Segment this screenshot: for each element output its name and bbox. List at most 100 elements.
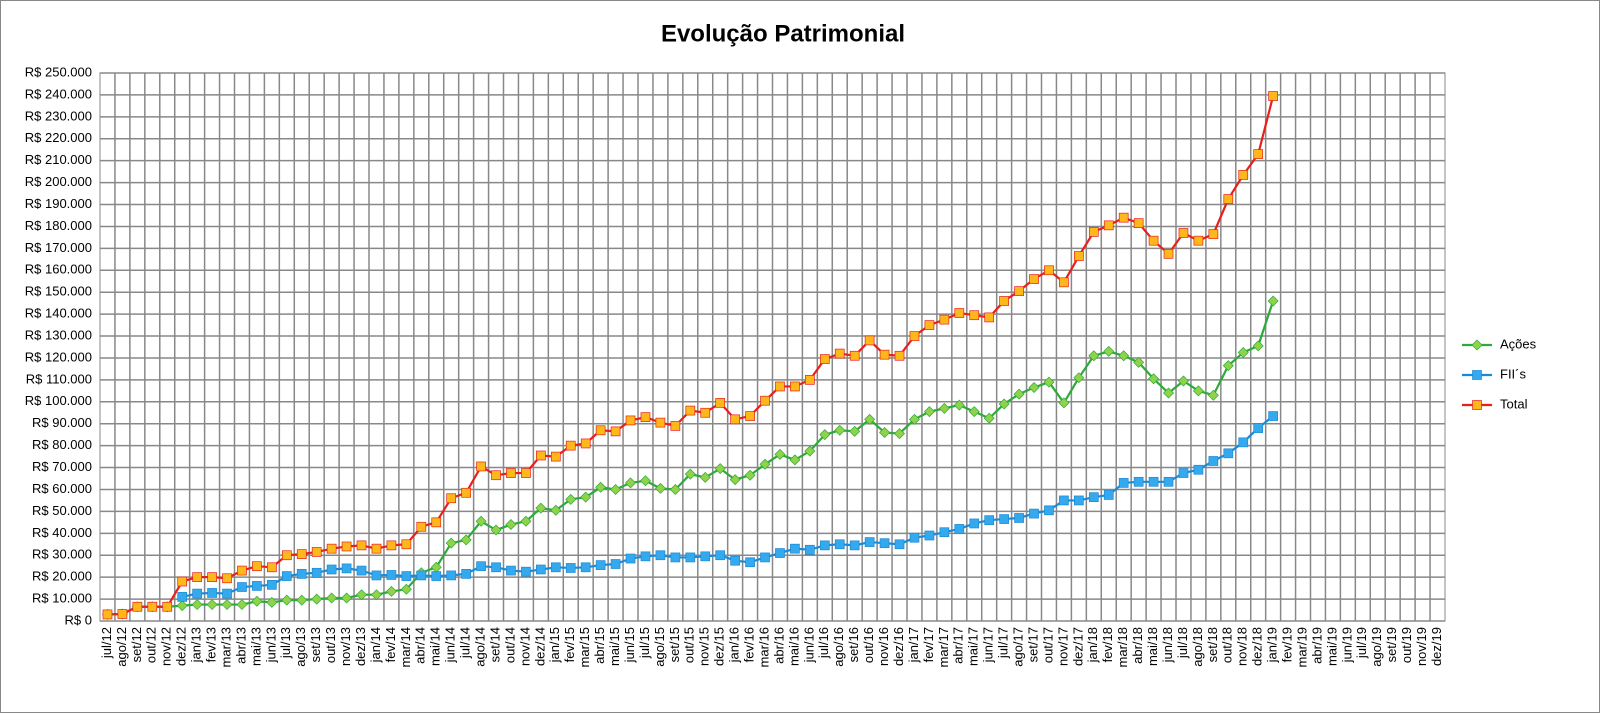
data-point	[1088, 227, 1099, 237]
data-point	[281, 571, 292, 581]
data-point	[326, 543, 337, 554]
data-point	[939, 527, 950, 538]
data-point	[804, 445, 816, 457]
data-point	[685, 405, 696, 416]
data-point	[908, 413, 920, 425]
data-point	[790, 543, 800, 554]
x-tick-label: out/15	[682, 627, 697, 663]
data-point	[117, 609, 128, 619]
data-point	[281, 594, 293, 606]
data-point	[1163, 476, 1174, 487]
y-tick-label: R$ 0	[65, 612, 92, 627]
data-point	[192, 572, 202, 583]
data-point	[550, 504, 562, 516]
data-point	[132, 601, 143, 612]
x-tick-label: set/19	[1384, 627, 1399, 662]
x-tick-label: nov/19	[1414, 627, 1429, 666]
x-tick-label: mai/19	[1324, 627, 1339, 666]
data-point	[639, 475, 651, 487]
data-point	[311, 567, 322, 578]
data-point	[610, 559, 621, 569]
x-tick-label: set/13	[308, 627, 323, 662]
data-point	[625, 415, 636, 426]
data-point	[834, 424, 846, 436]
data-point	[984, 515, 995, 526]
data-point	[924, 320, 935, 330]
data-point	[999, 514, 1009, 524]
y-tick-label: R$ 130.000	[25, 327, 92, 342]
x-tick-label: jul/14	[458, 627, 473, 659]
x-tick-label: fev/16	[742, 627, 757, 662]
data-point	[237, 565, 247, 576]
data-point	[655, 550, 666, 561]
data-point	[1208, 229, 1219, 239]
data-point	[760, 395, 770, 406]
data-point	[341, 563, 352, 574]
data-point	[1058, 397, 1070, 409]
data-point	[461, 487, 471, 498]
data-point	[1267, 295, 1279, 307]
x-tick-label: set/14	[487, 627, 502, 662]
data-point	[580, 438, 591, 449]
data-point	[1268, 411, 1278, 421]
data-point	[968, 406, 980, 418]
data-point	[1223, 448, 1234, 459]
data-point	[625, 477, 637, 489]
data-point	[953, 399, 965, 411]
y-tick-label: R$ 250.000	[25, 64, 92, 79]
data-point	[206, 599, 218, 611]
data-point	[640, 412, 651, 422]
data-point	[909, 532, 920, 543]
legend-label: Total	[1500, 396, 1528, 411]
y-tick-label: R$ 220.000	[25, 130, 92, 145]
data-point	[610, 426, 621, 437]
x-tick-label: mar/18	[1115, 627, 1130, 667]
data-point	[1163, 248, 1174, 259]
data-point	[730, 414, 740, 425]
x-tick-label: mar/19	[1294, 627, 1309, 667]
x-tick-label: set/12	[129, 627, 144, 662]
data-point	[521, 566, 531, 577]
x-tick-label: jul/17	[996, 627, 1011, 659]
y-tick-label: R$ 200.000	[25, 174, 92, 189]
data-point	[819, 540, 830, 551]
data-point	[849, 540, 860, 551]
data-point	[894, 428, 906, 440]
data-point	[401, 539, 412, 550]
data-point	[789, 454, 801, 466]
data-point	[401, 571, 412, 581]
y-tick-label: R$ 140.000	[25, 306, 92, 321]
data-point	[909, 331, 920, 341]
y-tick-label: R$ 10.000	[32, 591, 92, 606]
data-point	[341, 592, 353, 604]
x-tick-label: dez/17	[1070, 627, 1085, 666]
x-tick-label: jan/16	[727, 627, 742, 663]
data-point	[864, 335, 875, 346]
data-point	[475, 515, 487, 527]
data-point	[416, 521, 427, 532]
x-tick-label: fev/13	[204, 627, 219, 662]
x-tick-label: jan/19	[1265, 627, 1280, 663]
y-tick-label: R$ 170.000	[25, 240, 92, 255]
data-point	[834, 348, 845, 359]
data-point	[1044, 505, 1054, 516]
data-point	[311, 593, 323, 605]
data-point	[311, 547, 322, 557]
data-point	[610, 483, 622, 495]
data-point	[595, 425, 606, 436]
x-tick-label: out/17	[1040, 627, 1055, 663]
data-point	[714, 463, 726, 475]
data-point	[1178, 468, 1189, 478]
data-point	[684, 468, 696, 480]
data-point	[1073, 372, 1085, 384]
data-point	[580, 562, 591, 573]
data-point	[1103, 490, 1114, 500]
legend-label: FII´s	[1500, 366, 1526, 381]
x-tick-label: ago/13	[293, 627, 308, 667]
data-point	[1029, 274, 1039, 284]
data-point	[1193, 464, 1204, 475]
data-point	[1014, 513, 1024, 523]
x-tick-label: fev/18	[1100, 627, 1115, 662]
data-point	[326, 592, 338, 604]
data-point	[550, 451, 561, 462]
